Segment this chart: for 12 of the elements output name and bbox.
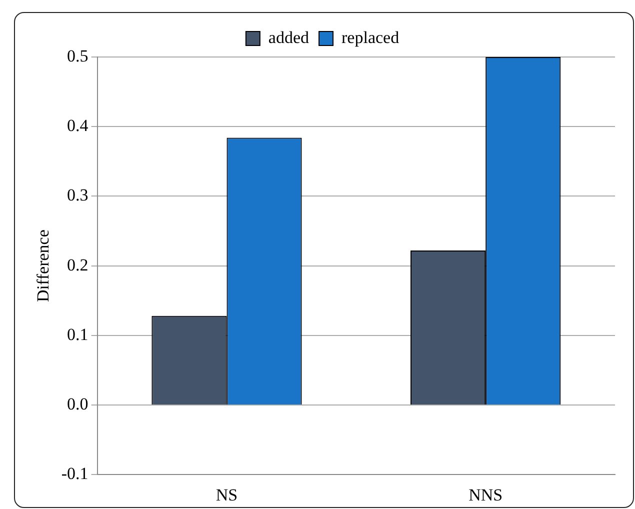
y-tick-label: -0.1 xyxy=(61,464,88,484)
y-tick-label: 0.1 xyxy=(67,324,88,344)
x-tick-label: NS xyxy=(216,485,238,504)
x-tick-label: NNS xyxy=(468,485,503,504)
y-tick-label: 0.3 xyxy=(67,186,88,205)
legend-label: added xyxy=(268,28,310,47)
y-tick-label: 0.2 xyxy=(67,255,88,274)
y-tick-label: 0.4 xyxy=(67,116,89,136)
y-tick-label: 0.5 xyxy=(67,46,88,66)
y-axis-title: Difference xyxy=(34,230,53,302)
y-tick-label: 0.0 xyxy=(67,394,88,414)
legend-label: replaced xyxy=(342,28,400,47)
